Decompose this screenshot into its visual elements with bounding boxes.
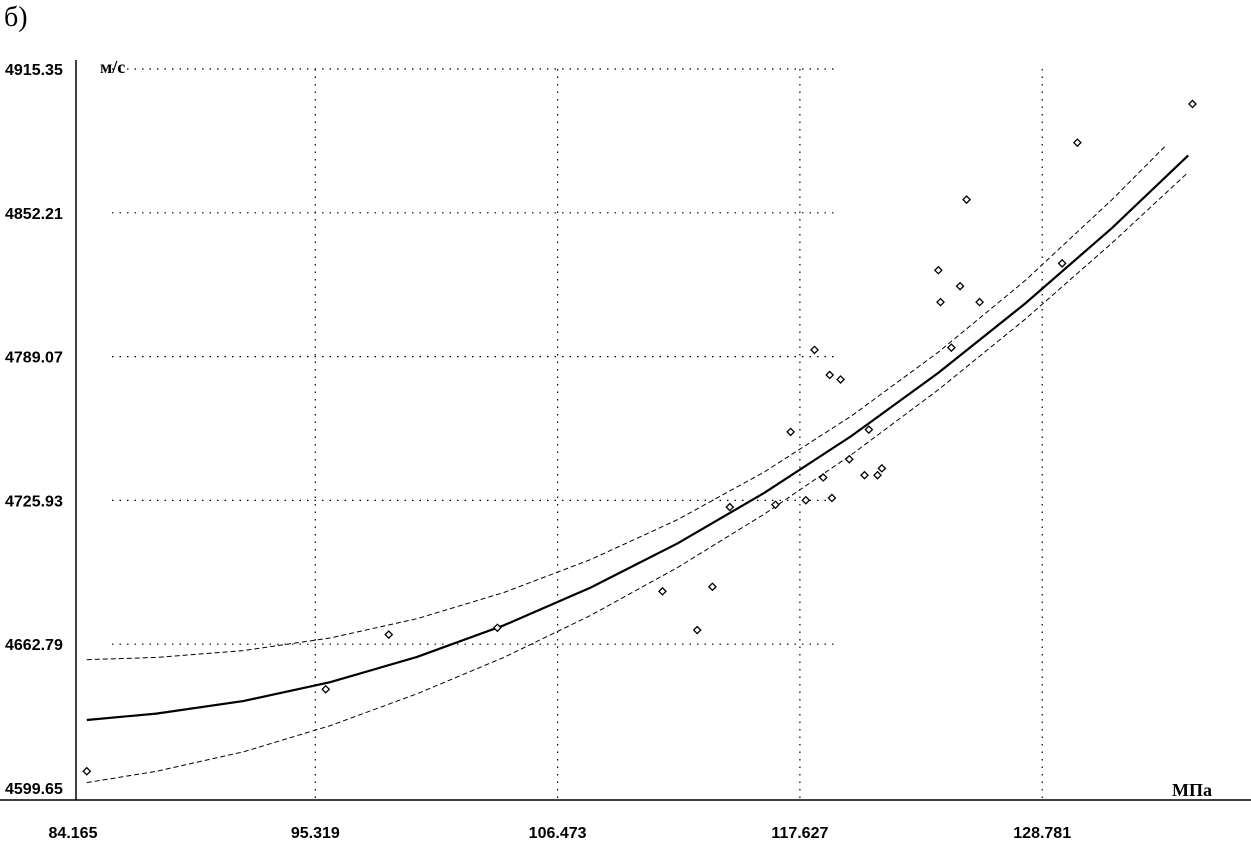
data-point — [82, 766, 92, 776]
band-lower-line — [86, 171, 1189, 784]
band-upper-line — [86, 144, 1167, 661]
x-tick-label: 106.473 — [529, 825, 587, 842]
y-tick-label: 4789.07 — [5, 350, 63, 367]
data-point — [825, 370, 835, 380]
x-tick-label: 128.781 — [1013, 825, 1071, 842]
x-tick-label: 84.165 — [49, 825, 98, 842]
y-tick-label: 4599.65 — [5, 781, 63, 798]
data-point — [725, 502, 735, 512]
y-tick-label: 4725.93 — [5, 493, 63, 510]
grid-lines — [112, 68, 1043, 798]
data-point — [384, 630, 394, 640]
data-point — [827, 493, 837, 503]
panel-label: б) — [4, 2, 28, 33]
data-point — [810, 345, 819, 355]
data-points — [82, 99, 1197, 776]
y-tick-label: 4915.35 — [5, 62, 63, 79]
data-point — [801, 495, 811, 505]
data-point — [844, 454, 854, 464]
confidence-band — [86, 144, 1189, 784]
x-axis-unit: МПа — [1172, 780, 1212, 800]
data-point — [321, 684, 331, 694]
y-tick-label: 4662.79 — [5, 637, 63, 654]
data-point — [955, 281, 965, 291]
data-point — [860, 470, 869, 480]
data-point — [707, 582, 717, 592]
x-tick-label: 95.319 — [291, 825, 340, 842]
data-point — [946, 343, 956, 353]
data-point — [818, 473, 828, 482]
fit-line — [86, 154, 1189, 722]
data-point — [1188, 99, 1197, 109]
data-point — [933, 265, 943, 275]
axes — [0, 60, 1251, 801]
data-point — [786, 427, 796, 437]
data-point — [936, 297, 945, 307]
data-point — [770, 500, 780, 510]
data-point — [1057, 258, 1067, 268]
data-point — [864, 425, 874, 435]
data-point — [1072, 138, 1082, 148]
data-point — [492, 623, 502, 633]
fit-curve — [86, 154, 1189, 722]
data-point — [962, 195, 972, 205]
y-axis-unit: м/с — [100, 57, 125, 77]
data-point — [692, 625, 702, 635]
y-tick-label: 4852.21 — [5, 206, 63, 223]
data-point — [873, 470, 882, 480]
data-point — [658, 586, 667, 596]
tick-labels: 4915.35 4852.21 4789.07 4725.93 4662.79 4599.… — [5, 62, 1071, 842]
data-point — [836, 375, 846, 384]
x-tick-label: 117.627 — [771, 825, 828, 842]
data-point — [877, 463, 887, 473]
data-point — [975, 297, 985, 307]
